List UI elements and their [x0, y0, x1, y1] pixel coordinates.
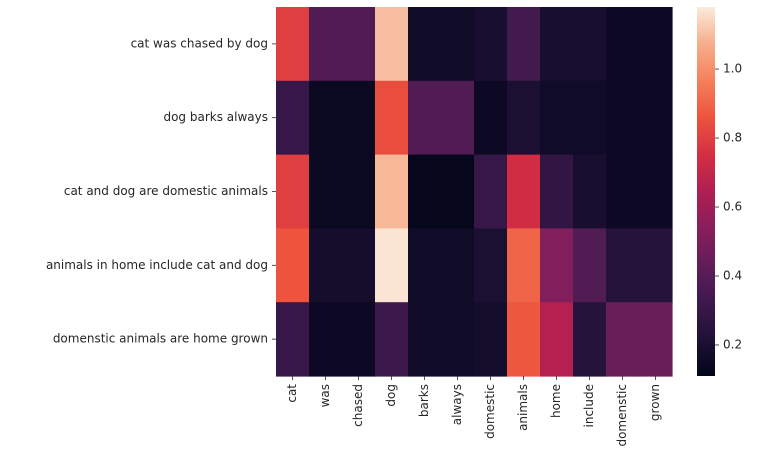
heatmap-cell-r2-c4	[408, 154, 442, 229]
heatmap-cell-r1-c11	[639, 80, 673, 156]
heatmap-cell-r1-c1	[309, 80, 343, 156]
heatmap-cell-r0-c1	[309, 7, 343, 82]
x-tick-label-domenstic-10: domenstic	[615, 384, 629, 447]
heatmap-cells	[276, 7, 673, 377]
y-tick-labels: cat was chased by dog dog barks always cat…	[46, 36, 276, 346]
heatmap-cell-r3-c5	[441, 228, 475, 303]
x-tick-label-grown-11: grown	[648, 384, 662, 421]
heatmap-cell-r4-c5	[441, 302, 475, 377]
x-tick-label-include-9: include	[582, 384, 596, 427]
heatmap-cell-r1-c9	[573, 80, 607, 156]
heatmap-cell-r1-c6	[474, 80, 508, 156]
y-tick-label-domenstic-animals-are-home-grown: domenstic animals are home grown	[53, 332, 268, 346]
heatmap-cell-r1-c8	[540, 80, 574, 156]
heatmap-cell-r3-c0	[276, 228, 310, 303]
y-tick-label-animals-in-home-include-cat-and-dog: animals in home include cat and dog	[46, 258, 268, 272]
heatmap-cell-r1-c7	[507, 80, 541, 156]
heatmap-cell-r0-c9	[573, 7, 607, 82]
colorbar-tick-label-0-8: 0.8	[723, 131, 742, 145]
x-tick-label-domestic-6: domestic	[483, 384, 497, 439]
heatmap-cell-r1-c5	[441, 80, 475, 156]
heatmap-cell-r4-c7	[507, 302, 541, 377]
heatmap-cell-r3-c8	[540, 228, 574, 303]
heatmap-cell-r1-c0	[276, 80, 310, 156]
colorbar-tick-label-0-6: 0.6	[723, 200, 742, 214]
x-tick-label-was-1: was	[318, 384, 332, 407]
heatmap-cell-r0-c8	[540, 7, 574, 82]
x-tick-label-chased-2: chased	[351, 384, 365, 427]
x-tick-labels: cat was chased dog barks always domestic animal…	[285, 376, 662, 447]
heatmap-cell-r0-c6	[474, 7, 508, 82]
heatmap-cell-r3-c7	[507, 228, 541, 303]
heatmap-cell-r4-c10	[606, 302, 640, 377]
heatmap-cell-r4-c6	[474, 302, 508, 377]
heatmap-cell-r0-c0	[276, 7, 310, 82]
heatmap-cell-r0-c4	[408, 7, 442, 82]
heatmap-cell-r0-c11	[639, 7, 673, 82]
x-tick-label-barks-4: barks	[417, 384, 431, 417]
heatmap-cell-r2-c1	[309, 154, 343, 229]
heatmap-cell-r3-c4	[408, 228, 442, 303]
heatmap-cell-r2-c6	[474, 154, 508, 229]
heatmap-cell-r1-c10	[606, 80, 640, 156]
x-tick-label-cat-0: cat	[285, 384, 299, 403]
heatmap-cell-r3-c6	[474, 228, 508, 303]
x-tick-label-home-8: home	[549, 384, 563, 418]
x-tick-label-always-5: always	[450, 384, 464, 425]
y-tick-label-cat-was-chased-by-dog: cat was chased by dog	[131, 36, 268, 50]
heatmap-cell-r2-c7	[507, 154, 541, 229]
heatmap-cell-r1-c2	[342, 80, 376, 156]
heatmap-cell-r2-c8	[540, 154, 574, 229]
colorbar: 0.2 0.4 0.6 0.8 1.0	[697, 7, 742, 376]
heatmap-cell-r3-c11	[639, 228, 673, 303]
heatmap-cell-r4-c11	[639, 302, 673, 377]
heatmap-cell-r2-c2	[342, 154, 376, 229]
colorbar-tick-label-0-4: 0.4	[723, 268, 742, 282]
heatmap-cell-r0-c7	[507, 7, 541, 82]
heatmap-cell-r3-c1	[309, 228, 343, 303]
colorbar-gradient	[697, 7, 715, 376]
colorbar-ticks: 0.2 0.4 0.6 0.8 1.0	[715, 62, 742, 351]
heatmap-cell-r4-c3	[375, 302, 409, 377]
heatmap-cell-r4-c4	[408, 302, 442, 377]
x-tick-label-dog-3: dog	[384, 384, 398, 407]
x-tick-label-animals-7: animals	[516, 384, 530, 431]
heatmap-cell-r0-c2	[342, 7, 376, 82]
colorbar-tick-label-0-2: 0.2	[723, 337, 742, 351]
heatmap-cell-r2-c10	[606, 154, 640, 229]
heatmap-cell-r1-c3	[375, 80, 409, 156]
heatmap-cell-r0-c10	[606, 7, 640, 82]
heatmap-cell-r2-c5	[441, 154, 475, 229]
heatmap-cell-r2-c9	[573, 154, 607, 229]
heatmap-cell-r2-c0	[276, 154, 310, 229]
heatmap-cell-r4-c2	[342, 302, 376, 377]
y-tick-label-cat-and-dog-are-domestic-animals: cat and dog are domestic animals	[64, 184, 268, 198]
heatmap-cell-r1-c4	[408, 80, 442, 156]
heatmap-cell-r4-c1	[309, 302, 343, 377]
heatmap-cell-r2-c3	[375, 154, 409, 229]
heatmap-cell-r3-c3	[375, 228, 409, 303]
heatmap-cell-r0-c3	[375, 7, 409, 82]
heatmap-cell-r4-c9	[573, 302, 607, 377]
heatmap-cell-r4-c0	[276, 302, 310, 377]
heatmap-cell-r3-c9	[573, 228, 607, 303]
y-tick-label-dog-barks-always: dog barks always	[163, 110, 268, 124]
heatmap-cell-r2-c11	[639, 154, 673, 229]
heatmap-cell-r3-c2	[342, 228, 376, 303]
heatmap-cell-r3-c10	[606, 228, 640, 303]
colorbar-tick-label-1-0: 1.0	[723, 62, 742, 76]
heatmap-cell-r0-c5	[441, 7, 475, 82]
heatmap-cell-r4-c8	[540, 302, 574, 377]
